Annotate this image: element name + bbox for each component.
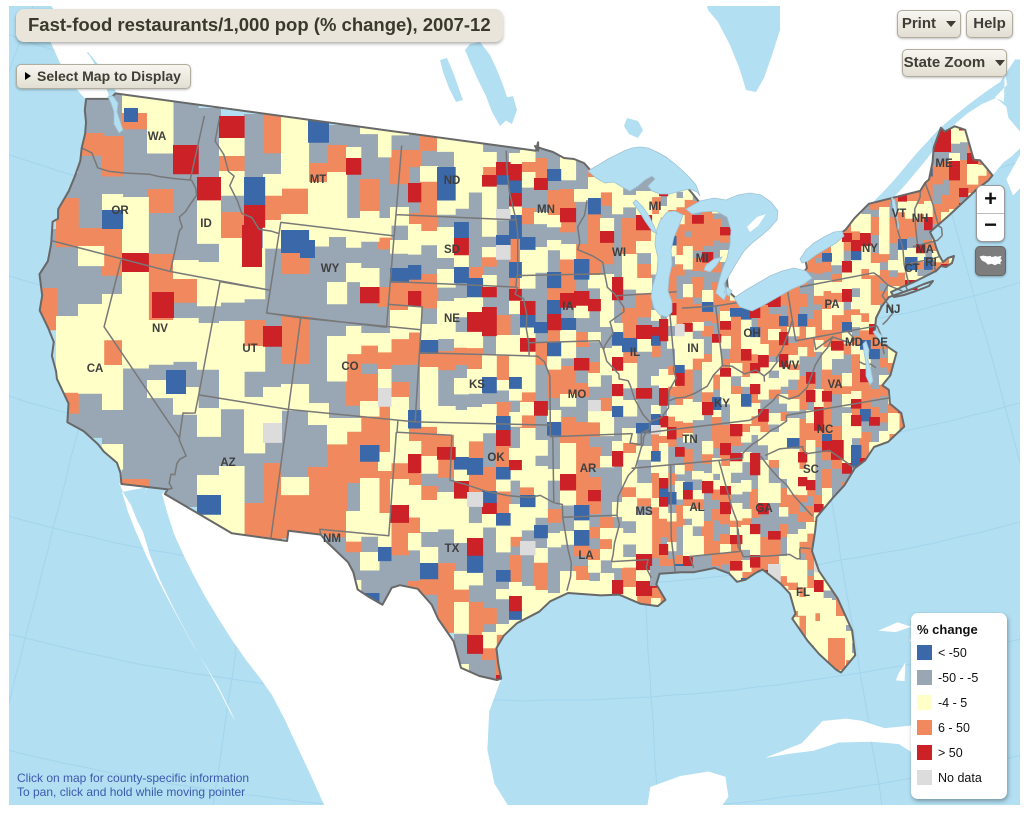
svg-text:MD: MD: [845, 337, 863, 349]
svg-text:KS: KS: [469, 379, 485, 391]
svg-text:CA: CA: [87, 363, 104, 375]
svg-text:WA: WA: [148, 131, 167, 143]
svg-text:VA: VA: [827, 379, 842, 391]
svg-text:OR: OR: [111, 205, 129, 217]
svg-text:NE: NE: [444, 313, 460, 325]
svg-text:AL: AL: [689, 502, 704, 514]
svg-text:MO: MO: [568, 389, 587, 401]
svg-text:MT: MT: [310, 174, 327, 186]
svg-text:MI: MI: [696, 253, 709, 265]
svg-text:WY: WY: [321, 263, 340, 275]
svg-text:ID: ID: [200, 218, 212, 230]
svg-text:MS: MS: [635, 506, 653, 518]
svg-text:MA: MA: [916, 244, 934, 256]
svg-text:IA: IA: [562, 301, 574, 313]
svg-text:MN: MN: [537, 204, 555, 216]
svg-text:TX: TX: [445, 543, 460, 555]
svg-text:TN: TN: [682, 434, 697, 446]
svg-text:DE: DE: [872, 337, 888, 349]
svg-text:IL: IL: [630, 347, 640, 359]
svg-text:NM: NM: [323, 533, 341, 545]
svg-text:UT: UT: [242, 343, 257, 355]
svg-text:GA: GA: [755, 503, 772, 515]
svg-text:AR: AR: [580, 463, 597, 475]
svg-text:FL: FL: [796, 587, 810, 599]
svg-text:NY: NY: [862, 243, 878, 255]
svg-text:SD: SD: [444, 244, 460, 256]
svg-text:PA: PA: [824, 299, 839, 311]
svg-text:ME: ME: [935, 158, 953, 170]
svg-text:OK: OK: [487, 452, 505, 464]
svg-text:VT: VT: [892, 208, 907, 220]
svg-text:NV: NV: [152, 323, 168, 335]
svg-text:OH: OH: [743, 328, 760, 340]
svg-text:ND: ND: [444, 175, 461, 187]
svg-text:CT: CT: [904, 263, 919, 275]
svg-text:WI: WI: [612, 247, 626, 259]
svg-text:KY: KY: [714, 398, 730, 410]
svg-text:NJ: NJ: [886, 304, 901, 316]
svg-text:SC: SC: [803, 464, 819, 476]
svg-text:LA: LA: [578, 550, 593, 562]
svg-text:NC: NC: [817, 424, 834, 436]
svg-text:CO: CO: [341, 361, 358, 373]
svg-text:MI: MI: [649, 201, 662, 213]
svg-text:RI: RI: [925, 257, 937, 269]
svg-text:AZ: AZ: [220, 457, 235, 469]
svg-text:NH: NH: [912, 213, 929, 225]
svg-text:IN: IN: [687, 343, 699, 355]
svg-text:WV: WV: [781, 360, 800, 372]
